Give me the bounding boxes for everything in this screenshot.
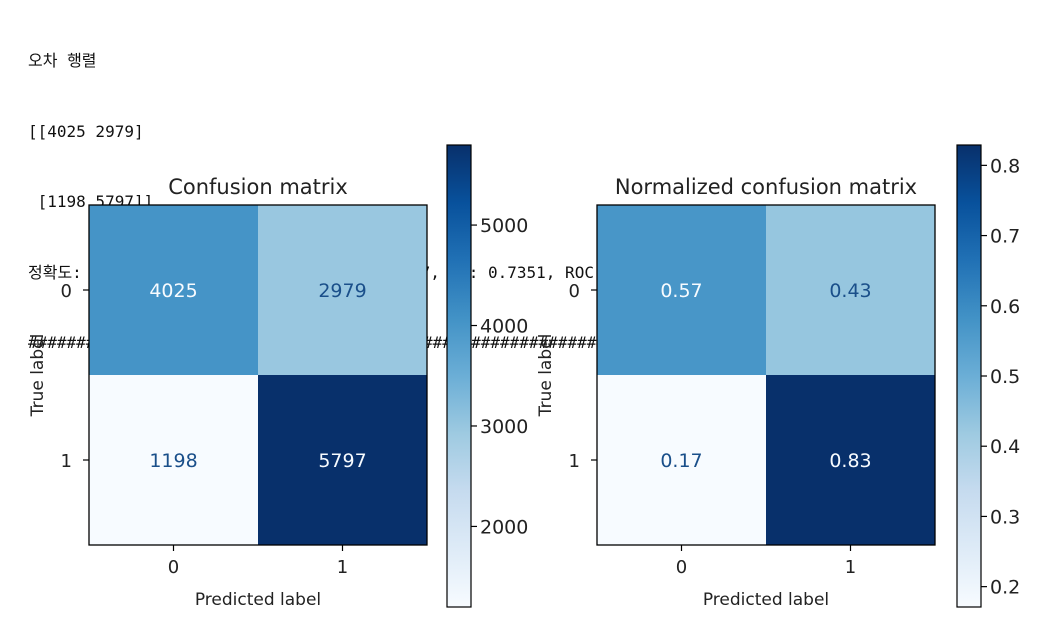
colorbar-tick-label: 0.7: [990, 226, 1020, 248]
x-axis-label: Predicted label: [195, 590, 321, 610]
colorbar-frame: [446, 144, 472, 608]
cell-value-label: 4025: [149, 280, 197, 302]
x-tick-label: 0: [168, 557, 179, 578]
colorbar-gradient: [447, 145, 471, 607]
colorbar-tick-label: 0.8: [990, 155, 1020, 177]
chart-title: Normalized confusion matrix: [615, 175, 917, 199]
colorbar-tick-label: 0.6: [990, 296, 1020, 318]
colorbar-tick-label: 0.5: [990, 366, 1020, 388]
heatmap-cell: [89, 205, 258, 375]
cell-value-label: 1198: [149, 450, 197, 472]
y-axis-label: True label: [536, 334, 556, 418]
x-tick-label: 1: [845, 557, 856, 578]
colorbar-tick-label: 0.3: [990, 506, 1020, 528]
y-tick-label: 1: [61, 451, 72, 472]
x-axis-label: Predicted label: [703, 590, 829, 610]
heatmap-panel-1: 0.57 0.43 0.17 0.83 Normalized confusion mat…: [536, 144, 1020, 610]
x-tick-label: 1: [337, 557, 348, 578]
y-tick-label: 1: [569, 451, 580, 472]
y-tick-label: 0: [61, 281, 72, 302]
colorbar-tick-label: 4000: [480, 316, 528, 338]
heatmap-cell: [597, 205, 766, 375]
heatmap-cell: [258, 375, 427, 545]
confusion-matrix-title-line: 오차 행렬: [28, 51, 97, 70]
cell-value-label: 0.83: [829, 450, 871, 472]
heatmap-cell: [89, 375, 258, 545]
colorbar-tick-label: 2000: [480, 516, 528, 538]
chart-title: Confusion matrix: [168, 175, 348, 199]
colorbar-tick-label: 5000: [480, 215, 528, 237]
colorbar-gradient: [957, 145, 981, 607]
cell-value-label: 0.57: [660, 280, 702, 302]
heatmap-panel-0: 4025 2979 1198 5797 Confusion matrix 0 1 0 1 Pred…: [28, 144, 528, 610]
heatmap-cell: [597, 375, 766, 545]
cell-value-label: 0.43: [829, 280, 871, 302]
y-tick-label: 0: [569, 281, 580, 302]
y-axis-label: True label: [28, 334, 48, 418]
heatmap-cell: [766, 375, 935, 545]
cell-value-label: 2979: [318, 280, 366, 302]
colorbar-tick-label: 0.4: [990, 436, 1020, 458]
cell-value-label: 5797: [318, 450, 366, 472]
colorbar-tick-label: 3000: [480, 416, 528, 438]
axes-frame: [88, 204, 428, 546]
x-tick-label: 0: [676, 557, 687, 578]
cell-value-label: 0.17: [660, 450, 702, 472]
heatmap-cell: [258, 205, 427, 375]
axes-frame: [596, 204, 936, 546]
heatmap-cell: [766, 205, 935, 375]
colorbar-tick-label: 0.2: [990, 577, 1020, 599]
matrix-row-line: [[4025 2979]: [28, 121, 144, 141]
